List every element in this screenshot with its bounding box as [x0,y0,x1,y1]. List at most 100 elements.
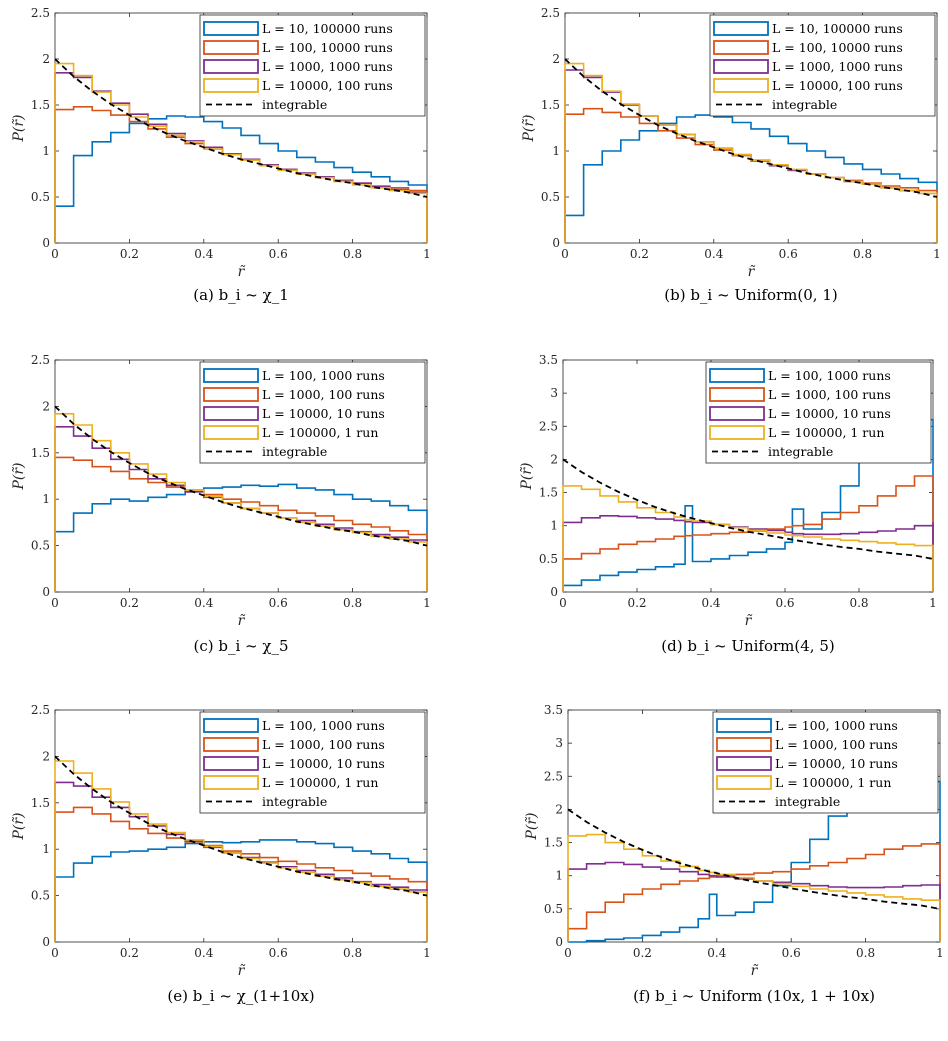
panel-caption: (c) b_i ~ χ_5 [193,637,288,655]
y-tick-label: 1 [552,144,560,158]
panel-f: 0 0.2 0.4 0.6 0.8 1 0 0.5 1 1.5 2 2.5 3 3.5 r̃ P(r̃) L =… [524,703,944,1005]
legend-entry: L = 100, 1000 runs [262,368,385,383]
x-tick-label: 1 [929,596,937,610]
legend-entry: L = 10000, 100 runs [262,78,393,93]
x-axis-label: r̃ [238,613,246,629]
x-tick-label: 0.8 [343,596,362,610]
x-tick-label: 1 [936,946,944,960]
series-line-1 [54,839,428,942]
y-tick-label: 2.5 [31,703,50,717]
y-tick-label: 0 [552,236,560,250]
panel-caption: (a) b_i ~ χ_1 [193,286,289,304]
x-tick-label: 0.8 [343,247,362,261]
legend-entry: L = 100, 10000 runs [262,40,393,55]
y-tick-label: 0.5 [544,902,563,916]
y-tick-label: 2.5 [31,6,50,20]
legend-swatch [709,368,765,383]
series-integrable-line [54,755,428,897]
plot-area [564,58,938,243]
legend-swatch [716,737,772,752]
legend-entry: L = 100, 10000 runs [772,40,903,55]
legend-entry: L = 100000, 1 run [262,425,378,440]
y-tick-label: 2.5 [541,6,560,20]
legend-swatch [203,425,259,440]
y-axis-label: P(r̃) [11,462,27,490]
series-line-1 [54,115,428,243]
x-tick-label: 0 [51,946,59,960]
legend-entry: integrable [262,97,327,112]
x-tick-label: 0.4 [194,247,213,261]
legend-swatch [203,775,259,790]
series-line-1 [564,114,938,243]
y-tick-label: 1 [42,144,50,158]
series-line-1 [54,483,428,592]
x-tick-label: 1 [423,946,431,960]
x-tick-label: 0.6 [269,596,288,610]
x-tick-label: 0.4 [701,596,720,610]
legend-entry: L = 100000, 1 run [775,775,891,790]
y-tick-label: 2 [42,749,50,763]
x-tick-label: 0.6 [269,247,288,261]
x-axis-label: r̃ [238,264,246,280]
legend-entry: L = 10000, 100 runs [772,78,903,93]
y-tick-label: 1.5 [31,98,50,112]
x-tick-label: 0.8 [856,946,875,960]
legend-entry: L = 1000, 100 runs [768,387,891,402]
y-tick-label: 0 [550,585,558,599]
y-tick-label: 0.5 [31,190,50,204]
y-tick-label: 0 [42,585,50,599]
x-tick-label: 0.8 [853,247,872,261]
legend-entry: L = 10000, 10 runs [775,756,898,771]
panel-caption: (f) b_i ~ Uniform (10x, 1 + 10x) [633,987,875,1005]
y-tick-label: 2 [555,802,563,816]
x-tick-label: 0 [51,247,59,261]
x-tick-label: 0.2 [120,596,139,610]
plot-area [54,755,428,942]
legend-entry: L = 100, 1000 runs [768,368,891,383]
y-tick-label: 1.5 [541,98,560,112]
legend: L = 10, 100000 runs L = 100, 10000 runs L … [709,14,936,117]
legend: L = 100, 1000 runs L = 1000, 100 runs L = … [199,711,426,814]
legend-box [712,711,939,814]
y-tick-label: 0.5 [541,190,560,204]
legend-entry: L = 100000, 1 run [768,425,884,440]
legend-swatch [203,78,259,93]
legend-entry: L = 100000, 1 run [262,775,378,790]
x-tick-label: 0.2 [627,596,646,610]
legend-swatch [713,78,769,93]
y-tick-label: 0.5 [539,552,558,566]
legend-entry: L = 10000, 10 runs [262,406,385,421]
legend-entry: L = 1000, 100 runs [775,737,898,752]
y-tick-label: 0 [555,935,563,949]
x-tick-label: 0.4 [194,596,213,610]
legend-entry: L = 1000, 1000 runs [262,59,393,74]
legend-entry: L = 1000, 100 runs [262,737,385,752]
x-tick-label: 1 [423,247,431,261]
y-tick-label: 1.5 [31,796,50,810]
legend-swatch [709,406,765,421]
panel-caption: (e) b_i ~ χ_(1+10x) [167,987,314,1005]
legend-entry: integrable [262,444,327,459]
y-tick-label: 3 [555,736,563,750]
x-axis-label: r̃ [748,264,756,280]
legend: L = 100, 1000 runs L = 1000, 100 runs L = … [705,361,932,464]
legend-entry: integrable [775,794,840,809]
legend-box [199,14,426,117]
panel-a: 0 0.2 0.4 0.6 0.8 1 0 0.5 1 1.5 2 2.5 r̃ P(r̃) L = 10,… [11,6,431,304]
series-integrable-line [564,58,938,198]
legend-entry: L = 100, 1000 runs [262,718,385,733]
y-tick-label: 1.5 [539,486,558,500]
x-tick-label: 0.4 [194,946,213,960]
x-tick-label: 0 [564,946,572,960]
legend-box [705,361,932,464]
panel-c: 0 0.2 0.4 0.6 0.8 1 0 0.5 1 1.5 2 2.5 r̃ P(r̃) L = 100… [11,353,431,655]
x-axis-label: r̃ [238,963,246,979]
x-tick-label: 0.2 [120,247,139,261]
y-axis-label: P(r̃) [11,812,27,840]
x-axis-label: r̃ [745,613,753,629]
y-tick-label: 2 [42,52,50,66]
x-tick-label: 0.8 [343,946,362,960]
x-tick-label: 0.6 [775,596,794,610]
y-axis-label: P(r̃) [519,462,535,490]
